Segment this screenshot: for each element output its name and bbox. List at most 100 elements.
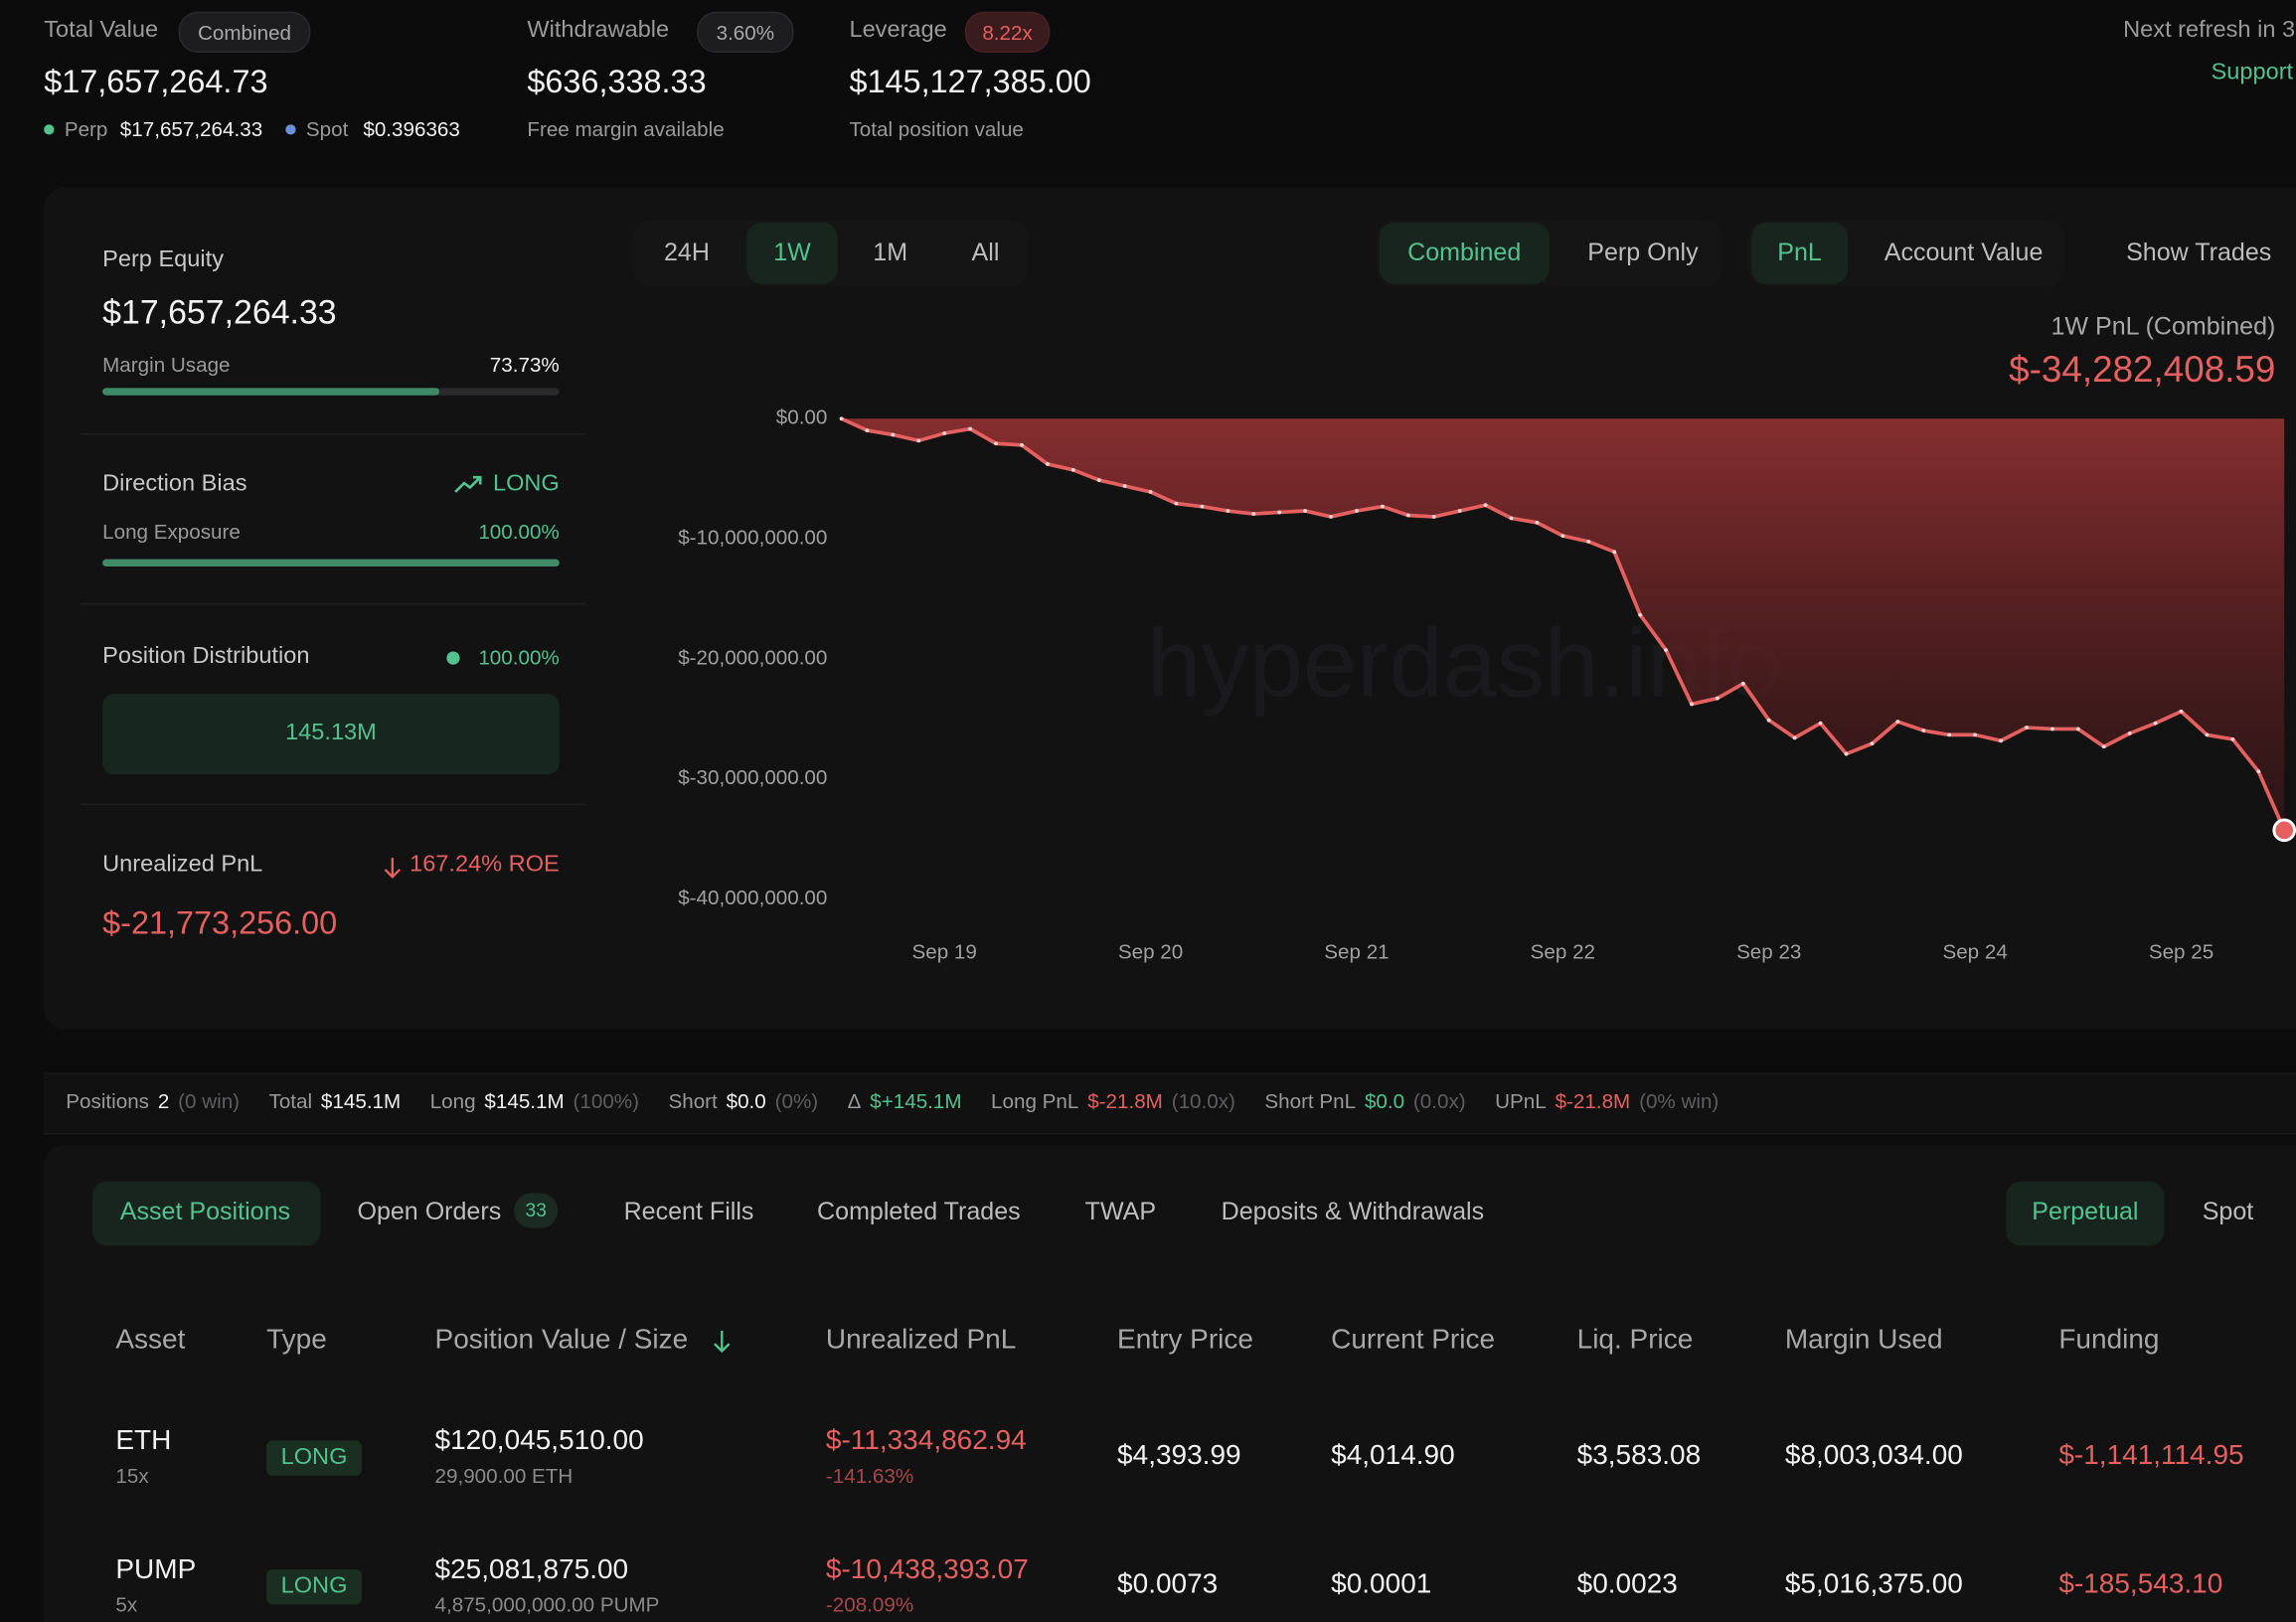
point xyxy=(2025,726,2029,730)
point xyxy=(1045,461,1050,466)
column-header[interactable]: Entry Price xyxy=(1117,1324,1253,1356)
badge: Combined xyxy=(178,11,311,54)
point xyxy=(1792,735,1797,740)
tab[interactable]: Asset Positions xyxy=(119,1197,291,1225)
stat: Total $145.1M xyxy=(269,1090,402,1111)
point xyxy=(1329,515,1333,519)
stat: Positions 2 (0 win) xyxy=(66,1090,240,1111)
tab[interactable]: Deposits & Withdrawals xyxy=(1221,1197,1485,1225)
column-header[interactable]: Asset xyxy=(115,1324,186,1356)
stat: UPnL $-21.8M (0% win) xyxy=(1495,1090,1719,1111)
pnl-pct: -141.63% xyxy=(825,1463,914,1488)
column-header[interactable]: Current Price xyxy=(1331,1324,1496,1356)
down-icon xyxy=(384,858,402,879)
value: 73.73% xyxy=(489,352,560,377)
x-tick-label: Sep 22 xyxy=(1531,940,1595,963)
tab[interactable]: Open Orders xyxy=(357,1197,502,1225)
stat-value: 2 xyxy=(157,1088,170,1113)
asset: PUMP xyxy=(115,1554,197,1586)
column-header[interactable]: Funding xyxy=(2058,1324,2160,1356)
label: Perp Equity xyxy=(102,246,224,272)
stat-note: (0 win) xyxy=(178,1088,241,1113)
point xyxy=(1535,520,1540,525)
chart-total: $-34,282,408.59 xyxy=(2009,349,2275,390)
point xyxy=(1226,509,1230,513)
tab[interactable]: Recent Fills xyxy=(623,1197,754,1225)
tab[interactable]: Perpetual xyxy=(2032,1197,2139,1225)
position-size: 4,875,000,000.00 PUMP xyxy=(434,1592,660,1617)
tab[interactable]: Perp Only xyxy=(1587,239,1699,267)
point xyxy=(839,416,844,421)
label: Withdrawable xyxy=(527,17,670,43)
value: 167.24% ROE xyxy=(410,852,560,878)
point xyxy=(1818,721,1823,726)
dot xyxy=(446,651,460,665)
label: Position Distribution xyxy=(102,644,310,670)
column-header[interactable]: Position Value / Size xyxy=(434,1324,689,1356)
point xyxy=(1431,515,1436,519)
y-tick-label: $-10,000,000.00 xyxy=(678,526,827,549)
column-header[interactable]: Type xyxy=(266,1324,327,1356)
point xyxy=(1612,550,1617,555)
tab[interactable]: Account Value xyxy=(1884,239,2044,267)
point xyxy=(1200,504,1205,509)
tab[interactable]: 24H xyxy=(663,239,710,267)
tab[interactable]: PnL xyxy=(1777,239,1822,267)
value: 100.00% xyxy=(478,519,560,544)
stat-label: Long PnL xyxy=(991,1088,1079,1113)
positions-panel xyxy=(44,1144,2296,1622)
cell: $4,014.90 xyxy=(1331,1440,1455,1472)
point xyxy=(968,426,973,431)
point xyxy=(1303,509,1308,513)
column-header[interactable]: Unrealized PnL xyxy=(825,1324,1017,1356)
point xyxy=(1921,729,1926,732)
support-link[interactable]: Support xyxy=(2211,60,2294,85)
point xyxy=(916,438,921,443)
tab[interactable]: 1M xyxy=(873,239,908,267)
active-tab xyxy=(1379,222,1550,284)
y-tick-label: $-20,000,000.00 xyxy=(678,646,827,669)
cell: $0.0073 xyxy=(1117,1568,1219,1600)
stat-note: (0%) xyxy=(774,1088,819,1113)
chart: hyperdash.info 1W PnL (Combined) $-34,28… xyxy=(678,313,2296,963)
column-header[interactable]: Liq. Price xyxy=(1576,1324,1694,1356)
tab[interactable]: 1W xyxy=(773,239,811,267)
point xyxy=(1690,702,1694,707)
tab[interactable]: TWAP xyxy=(1084,1197,1157,1225)
point xyxy=(1174,501,1179,506)
dot xyxy=(285,124,296,135)
label: Perp xyxy=(64,116,108,141)
point xyxy=(2205,732,2210,737)
leverage: 5x xyxy=(115,1592,138,1617)
point xyxy=(1509,516,1514,521)
point xyxy=(1870,741,1875,746)
stat: Long $145.1M (100%) xyxy=(430,1090,639,1111)
bar xyxy=(102,388,440,396)
point xyxy=(942,431,947,435)
separator xyxy=(81,432,586,435)
position-size: 29,900.00 ETH xyxy=(434,1463,574,1488)
point xyxy=(2075,727,2080,731)
unrealized-pnl: $-11,334,862.94 xyxy=(825,1425,1027,1457)
note: Total position value xyxy=(849,116,1024,141)
separator xyxy=(81,602,586,605)
point xyxy=(1999,738,2003,743)
value: $145,127,385.00 xyxy=(849,63,1091,100)
stat-note: (0.0x) xyxy=(1412,1088,1466,1113)
tab[interactable]: Completed Trades xyxy=(817,1197,1021,1225)
column-header[interactable]: Margin Used xyxy=(1784,1324,1943,1356)
dot xyxy=(44,124,55,135)
x-tick-label: Sep 19 xyxy=(912,940,977,963)
tab[interactable]: Combined xyxy=(1407,239,1522,267)
note: Free margin available xyxy=(527,116,725,141)
tab[interactable]: Spot xyxy=(2202,1197,2254,1225)
point xyxy=(1895,720,1900,725)
tab[interactable]: All xyxy=(971,239,1000,267)
point xyxy=(1020,442,1024,447)
button[interactable]: Show Trades xyxy=(2126,239,2272,267)
point xyxy=(1947,732,1952,737)
count-badge: 33 xyxy=(514,1193,559,1228)
point xyxy=(2256,769,2261,774)
point xyxy=(1355,509,1359,513)
pnl-pct: -208.09% xyxy=(825,1592,914,1617)
